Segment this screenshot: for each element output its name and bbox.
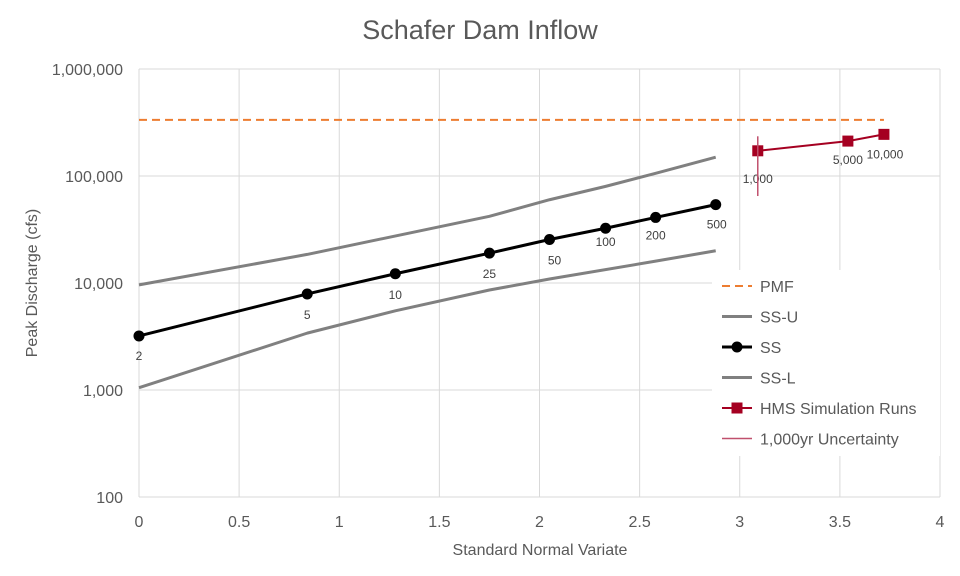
x-tick-label: 1 (335, 514, 344, 531)
ss-point (483, 247, 495, 259)
chart-title: Schafer Dam Inflow (362, 15, 598, 45)
y-axis-ticks: 100 1,000 10,000 100,000 1,000,000 (52, 62, 123, 507)
legend-marker (731, 341, 743, 353)
x-tick-label: 4 (936, 514, 945, 531)
ss-point (389, 268, 401, 280)
hms-point-label: 5,000 (833, 153, 863, 167)
ss-point (600, 222, 612, 234)
y-tick-label: 1,000,000 (52, 62, 123, 79)
series-line-ss-l (138, 249, 716, 390)
x-tick-label: 3 (735, 514, 744, 531)
x-axis-title: Standard Normal Variate (453, 542, 628, 559)
series-line-ss (138, 203, 717, 338)
x-tick-label: 2.5 (629, 514, 651, 531)
ss-point-label: 100 (596, 235, 616, 249)
x-tick-label: 2 (535, 514, 544, 531)
y-axis-title: Peak Discharge (cfs) (24, 209, 41, 358)
ss-point (650, 211, 662, 223)
x-tick-label: 0 (135, 514, 144, 531)
legend: PMF SS-U SS SS-L HMS Simulation Runs 1,000yr … (712, 270, 940, 456)
grid (138, 68, 941, 498)
ss-point (544, 234, 556, 246)
legend-marker (731, 402, 743, 414)
ss-point (301, 288, 313, 300)
ss-point-label: 2 (136, 349, 143, 363)
legend-label: HMS Simulation Runs (760, 401, 917, 418)
x-tick-label: 0.5 (228, 514, 250, 531)
y-tick-label: 100 (96, 490, 123, 507)
y-tick-label: 10,000 (74, 276, 123, 293)
ss-point-label: 500 (707, 218, 727, 232)
x-tick-label: 1.5 (428, 514, 450, 531)
legend-label: SS-U (760, 310, 798, 327)
ss-point-label: 50 (548, 254, 562, 268)
legend-label: SS-L (760, 371, 796, 388)
y-tick-label: 100,000 (65, 169, 123, 186)
hms-point (842, 135, 854, 147)
legend-label: 1,000yr Uncertainty (760, 432, 899, 449)
legend-label: SS (760, 340, 781, 357)
series-line-ss-u (138, 155, 717, 287)
hms-point-label: 10,000 (867, 147, 904, 161)
x-axis-ticks: 0 0.5 1 1.5 2 2.5 3 3.5 4 (135, 514, 945, 531)
legend-label: PMF (760, 279, 794, 296)
ss-point (133, 330, 145, 342)
ss-point-label: 25 (483, 267, 497, 281)
ss-point (710, 199, 722, 211)
ss-point-label: 5 (304, 308, 311, 322)
hms-point (878, 128, 890, 140)
y-tick-label: 1,000 (83, 383, 123, 400)
ss-point-label: 10 (389, 288, 403, 302)
legend-background (712, 270, 940, 456)
ss-point-label: 200 (646, 228, 666, 242)
x-tick-label: 3.5 (829, 514, 851, 531)
